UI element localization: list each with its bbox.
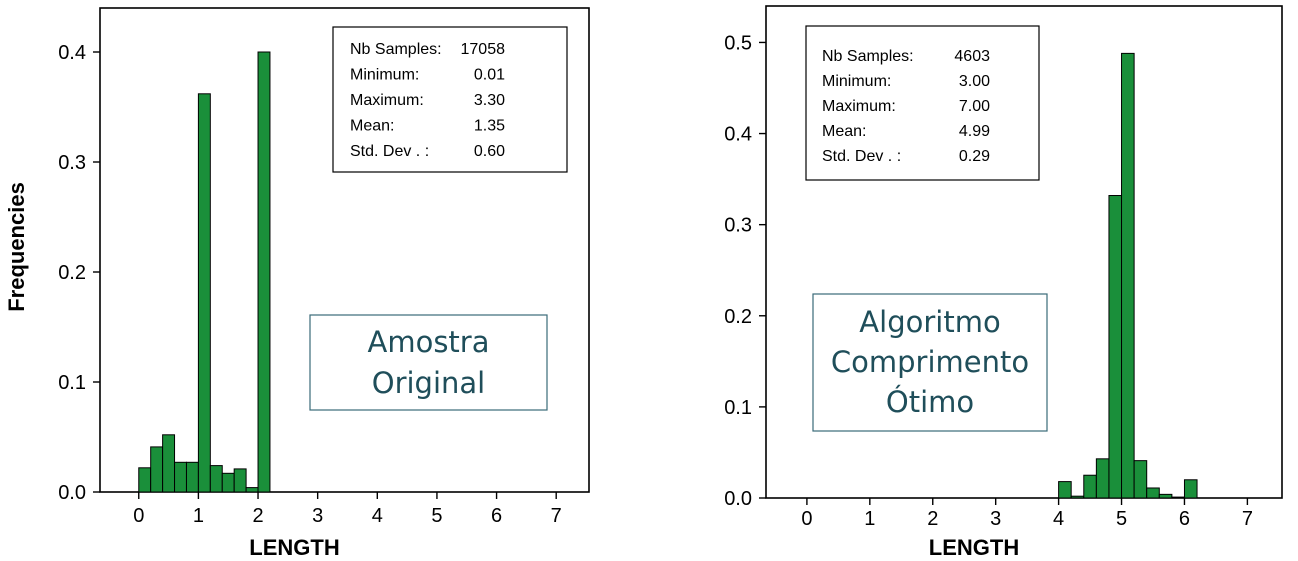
x-tick-label: 3 xyxy=(990,508,1001,530)
stat-label: Minimum: xyxy=(350,67,419,84)
histogram-bar xyxy=(1070,495,1085,499)
x-tick-label: 4 xyxy=(1053,508,1064,530)
chart-panel-1: 0 1 2 3 4 5 6 7 0.0 0.1 0.2 0.3 0.4 LENGTH Frequencies… xyxy=(4,7,590,560)
stats-box: Nb Samples: 4603 Minimum: 3.00 Maximum: 7.00 M… xyxy=(805,25,1040,181)
stat-value: 4.99 xyxy=(959,123,990,140)
y-tick-label: 0.1 xyxy=(58,372,86,394)
stat-label: Mean: xyxy=(350,118,394,135)
overlay-frame xyxy=(309,314,548,411)
x-axis-title: LENGTH xyxy=(249,535,339,560)
x-axis-title: LENGTH xyxy=(929,535,1019,560)
x-tick-label: 2 xyxy=(252,505,263,527)
overlay-text-line: Comprimento xyxy=(831,345,1029,379)
x-tick-label: 4 xyxy=(372,505,383,527)
stat-value: 7.00 xyxy=(959,98,990,115)
x-tick-label: 0 xyxy=(801,508,812,530)
histogram-bar xyxy=(150,446,164,493)
stat-value: 3.00 xyxy=(959,73,990,90)
stat-value: 4603 xyxy=(954,48,990,65)
histogram-bar xyxy=(245,487,259,493)
chart-panel-2: 0 1 2 3 4 5 6 7 0.0 0.1 0.2 0.3 0.4 0.5 LENGTH Nb Sampl… xyxy=(724,5,1283,560)
overlay-text-line: Amostra xyxy=(367,325,489,359)
y-tick-label: 0.0 xyxy=(58,482,86,504)
histogram-bar xyxy=(1083,474,1097,499)
y-tick-label: 0.0 xyxy=(724,488,752,510)
overlay-text-line: Ótimo xyxy=(886,385,974,419)
x-tick-label: 7 xyxy=(551,505,562,527)
stat-value: 3.30 xyxy=(474,92,505,109)
y-tick-label: 0.2 xyxy=(724,306,752,328)
histogram-bar xyxy=(138,467,152,493)
stat-label: Minimum: xyxy=(822,73,891,90)
stat-label: Maximum: xyxy=(350,92,424,109)
histogram-bar xyxy=(1183,479,1198,499)
overlay-annotation: Amostra Original xyxy=(309,314,548,411)
y-tick-label: 0.4 xyxy=(724,124,752,146)
x-tick-label: 7 xyxy=(1242,508,1253,530)
histogram-bar xyxy=(1171,496,1185,499)
stats-box-frame xyxy=(805,25,1040,181)
stat-label: Nb Samples: xyxy=(822,48,914,65)
y-tick-label: 0.3 xyxy=(58,152,86,174)
stat-label: Std. Dev . : xyxy=(350,143,429,160)
x-tick-label: 6 xyxy=(491,505,502,527)
stat-value: 0.60 xyxy=(474,143,505,160)
stat-value: 17058 xyxy=(461,41,506,58)
histogram-bar xyxy=(1058,481,1072,499)
overlay-text-line: Original xyxy=(372,366,485,400)
histogram-bar xyxy=(257,51,271,493)
histogram-bar xyxy=(233,468,247,493)
histogram-bar xyxy=(174,461,187,493)
stat-label: Maximum: xyxy=(822,98,896,115)
y-tick-label: 0.4 xyxy=(58,42,86,64)
histogram-bar xyxy=(1121,52,1135,499)
histogram-bar xyxy=(185,461,199,493)
x-tick-label: 5 xyxy=(431,505,442,527)
stat-value: 0.01 xyxy=(474,67,505,84)
x-tick-label: 1 xyxy=(193,505,204,527)
y-tick-label: 0.1 xyxy=(724,397,752,419)
stat-value: 1.35 xyxy=(474,118,505,135)
histogram-bar xyxy=(1133,460,1148,499)
histogram-bar xyxy=(1146,487,1160,499)
x-tick-label: 2 xyxy=(927,508,938,530)
y-tick-label: 0.3 xyxy=(724,215,752,237)
histogram-bar xyxy=(221,472,235,493)
x-tick-label: 6 xyxy=(1179,508,1190,530)
histogram-bar xyxy=(162,434,176,493)
y-axis-title: Frequencies xyxy=(4,182,29,312)
overlay-text-line: Algoritmo xyxy=(859,305,1000,339)
histogram-bar xyxy=(1158,493,1173,499)
overlay-annotation: Algoritmo Comprimento Ótimo xyxy=(812,293,1048,432)
stat-label: Std. Dev . : xyxy=(822,148,901,165)
histogram-bar xyxy=(209,465,223,493)
stats-box-frame xyxy=(332,26,568,173)
x-tick-label: 3 xyxy=(312,505,323,527)
x-tick-label: 0 xyxy=(133,505,144,527)
y-tick-label: 0.5 xyxy=(724,32,752,54)
stat-value: 0.29 xyxy=(959,148,990,165)
histogram-bar xyxy=(197,93,211,493)
overlay-frame xyxy=(812,293,1048,432)
histogram-bar xyxy=(1108,195,1123,499)
x-tick-label: 1 xyxy=(864,508,875,530)
x-tick-label: 5 xyxy=(1116,508,1127,530)
stat-label: Mean: xyxy=(822,123,866,140)
histogram-bar xyxy=(1095,458,1110,499)
y-tick-label: 0.2 xyxy=(58,262,86,284)
stat-label: Nb Samples: xyxy=(350,41,442,58)
stats-box: Nb Samples: 17058 Minimum: 0.01 Maximum: 3.30… xyxy=(332,26,568,173)
